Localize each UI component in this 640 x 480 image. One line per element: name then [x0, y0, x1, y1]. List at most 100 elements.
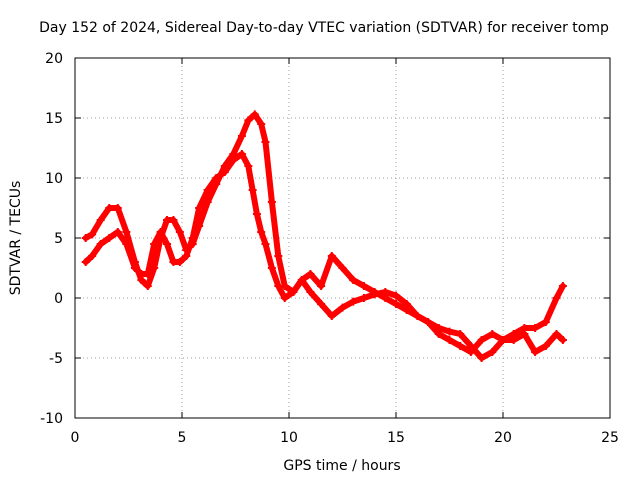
- data-point: [150, 240, 159, 248]
- data-point: [488, 330, 497, 338]
- data-point: [402, 306, 411, 314]
- chart-title: Day 152 of 2024, Sidereal Day-to-day VTE…: [39, 20, 609, 36]
- data-point: [297, 276, 306, 284]
- data-point: [175, 228, 184, 236]
- y-axis-ticks: -10 -5 0 5 10 15 20: [40, 51, 610, 427]
- data-point: [81, 234, 90, 242]
- data-point: [424, 318, 433, 326]
- data-point: [520, 324, 529, 332]
- data-point: [143, 270, 152, 278]
- data-point: [349, 276, 358, 284]
- data-point: [122, 228, 131, 236]
- data-point: [113, 204, 122, 212]
- x-axis-ticks: 0 5 10 15 20 25: [71, 58, 619, 446]
- data-point: [509, 330, 518, 338]
- x-tick-label: 25: [601, 430, 619, 446]
- y-tick-label: -10: [40, 411, 63, 427]
- data-point: [370, 288, 379, 296]
- data-point: [143, 282, 152, 290]
- data-point: [267, 264, 276, 272]
- data-point: [130, 264, 139, 272]
- data-point: [338, 264, 347, 272]
- data-point: [261, 240, 270, 248]
- data-point: [306, 270, 315, 278]
- data-point: [552, 330, 561, 338]
- data-point: [229, 156, 238, 164]
- y-tick-label: 10: [45, 171, 63, 187]
- data-point: [169, 216, 178, 224]
- data-point: [434, 330, 443, 338]
- y-axis-label: SDTVAR / TECUs: [8, 181, 24, 296]
- data-point: [274, 252, 283, 260]
- data-point: [96, 240, 105, 248]
- data-point: [338, 303, 347, 312]
- x-tick-label: 10: [280, 430, 298, 446]
- data-point: [88, 252, 97, 260]
- data-point: [531, 324, 540, 332]
- data-point: [499, 336, 507, 344]
- data-point: [445, 327, 454, 336]
- data-point: [267, 198, 276, 206]
- data-point: [488, 348, 497, 356]
- series-line: [82, 111, 566, 361]
- data-point: [244, 162, 253, 170]
- data-point: [317, 282, 326, 290]
- data-point: [163, 240, 172, 248]
- data-point: [558, 282, 567, 290]
- y-tick-label: 5: [54, 231, 63, 247]
- data-point: [220, 168, 229, 176]
- data-point: [359, 282, 368, 290]
- data-point: [252, 210, 261, 218]
- y-tick-label: 15: [45, 111, 63, 127]
- data-point: [445, 336, 454, 344]
- data-point: [261, 138, 270, 146]
- data-point: [280, 294, 289, 302]
- data-point: [188, 234, 197, 242]
- data-point: [105, 204, 114, 212]
- data-point: [175, 258, 184, 266]
- data-point: [477, 354, 486, 362]
- data-point: [244, 116, 253, 125]
- series-2: [81, 150, 567, 356]
- data-point: [558, 336, 567, 344]
- data-point: [237, 150, 246, 158]
- data-point: [289, 288, 298, 296]
- x-tick-label: 20: [494, 430, 512, 446]
- x-tick-label: 15: [387, 430, 405, 446]
- data-point: [203, 186, 212, 194]
- series-group: [81, 110, 567, 362]
- data-point: [552, 294, 561, 302]
- data-point: [257, 228, 266, 236]
- data-point: [392, 300, 400, 308]
- data-point: [413, 312, 422, 320]
- data-point: [327, 252, 336, 260]
- x-axis-label: GPS time / hours: [283, 458, 400, 474]
- data-point: [182, 252, 191, 260]
- data-point: [113, 228, 122, 236]
- data-point: [466, 348, 475, 356]
- data-point: [456, 342, 465, 350]
- data-point: [248, 186, 257, 194]
- y-tick-label: -5: [49, 351, 63, 367]
- data-point: [96, 216, 105, 224]
- data-point: [306, 288, 315, 296]
- y-tick-label: 0: [54, 291, 63, 307]
- data-point: [477, 336, 486, 344]
- data-point: [541, 342, 550, 350]
- data-point: [250, 110, 259, 119]
- data-point: [392, 291, 400, 300]
- data-point: [257, 120, 266, 128]
- data-point: [105, 234, 114, 242]
- data-point: [156, 228, 165, 236]
- y-tick-label: 20: [45, 51, 63, 67]
- data-point: [274, 282, 283, 290]
- series-1: [81, 110, 567, 362]
- x-tick-label: 5: [178, 430, 187, 446]
- data-point: [237, 132, 246, 140]
- data-point: [381, 294, 390, 302]
- data-point: [456, 330, 465, 338]
- data-point: [212, 174, 221, 182]
- x-tick-label: 0: [71, 430, 80, 446]
- data-point: [541, 318, 550, 326]
